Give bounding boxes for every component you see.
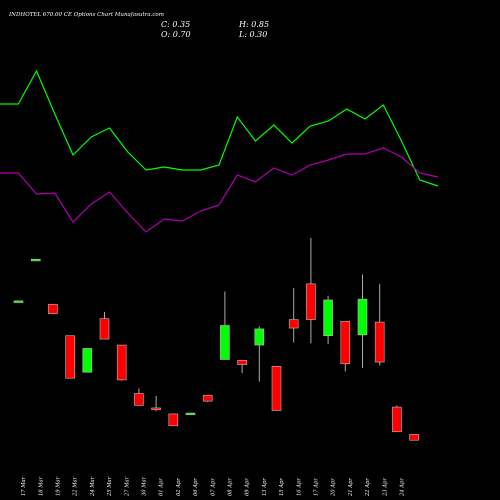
x-tick-label: 23 Apr bbox=[382, 478, 388, 497]
candle bbox=[271, 365, 282, 411]
candle bbox=[13, 300, 24, 303]
x-tick-label: 08 Apr bbox=[228, 478, 234, 496]
x-tick-label: 30 Mar bbox=[142, 476, 148, 496]
candle-body bbox=[254, 328, 265, 346]
high-value: H: 0.85 bbox=[238, 20, 269, 29]
open-value: O: 0.70 bbox=[161, 30, 191, 39]
upper-indicator-line bbox=[0, 69, 439, 187]
low-value: L: 0.30 bbox=[238, 30, 267, 39]
x-tick-label: 25 Mar bbox=[107, 476, 113, 497]
candle bbox=[306, 237, 316, 344]
candle bbox=[202, 394, 213, 402]
candle bbox=[134, 388, 144, 406]
candle-body bbox=[30, 258, 41, 262]
x-tick-label: 02 Apr bbox=[176, 478, 182, 496]
candle-body bbox=[340, 320, 351, 365]
candle bbox=[254, 326, 265, 382]
close-value: C: 0.35 bbox=[161, 20, 190, 29]
candle bbox=[65, 335, 75, 379]
candle bbox=[116, 344, 127, 381]
x-tick-label: 20 Apr bbox=[331, 478, 337, 497]
x-tick-label: 18 Mar bbox=[38, 476, 44, 496]
candle-body bbox=[392, 406, 402, 433]
indicator-lines bbox=[0, 69, 439, 233]
candle-body bbox=[99, 318, 110, 340]
candle bbox=[220, 291, 230, 360]
candle-body bbox=[202, 394, 213, 402]
candle-body bbox=[13, 300, 24, 303]
candle-body bbox=[271, 365, 282, 411]
candle bbox=[288, 288, 299, 343]
x-tick-label: 24 Mar bbox=[90, 476, 96, 497]
x-tick-label: 17 Apr bbox=[314, 478, 320, 496]
candle-body bbox=[168, 413, 179, 427]
candle-body bbox=[288, 319, 299, 329]
x-tick-label: 17 Mar bbox=[21, 476, 27, 496]
candle bbox=[99, 311, 110, 340]
x-tick-label: 01 Apr bbox=[159, 478, 165, 496]
lower-indicator-line bbox=[0, 147, 439, 233]
candle-body bbox=[134, 393, 144, 406]
x-tick-label: 22 Mar bbox=[73, 476, 79, 497]
x-tick-label: 07 Apr bbox=[210, 478, 216, 496]
candle-body bbox=[82, 348, 93, 373]
candles bbox=[13, 237, 419, 441]
candle-body bbox=[323, 299, 333, 337]
x-tick-label: 15 Apr bbox=[279, 478, 285, 496]
candle-body bbox=[185, 412, 196, 415]
x-tick-label: 13 Apr bbox=[262, 478, 268, 496]
candle bbox=[151, 396, 161, 412]
candle-body bbox=[357, 298, 368, 336]
candle bbox=[30, 258, 41, 262]
candle bbox=[374, 283, 385, 366]
candle-body bbox=[237, 360, 247, 365]
candle bbox=[357, 274, 368, 368]
candle bbox=[323, 295, 333, 345]
candle-body bbox=[48, 303, 58, 314]
x-tick-label: 24 Apr bbox=[400, 478, 406, 497]
candle-body bbox=[116, 344, 127, 381]
x-tick-label: 09 Apr bbox=[245, 478, 251, 496]
candle bbox=[48, 303, 58, 314]
x-tick-label: 06 Apr bbox=[193, 478, 199, 496]
candle-body bbox=[306, 283, 316, 320]
x-tick-label: 27 Mar bbox=[124, 476, 130, 497]
candle-body bbox=[409, 433, 419, 441]
chart-title: INDHOTEL 670.00 CE Options Chart Munafas… bbox=[8, 12, 164, 18]
x-tick-label: 22 Apr bbox=[365, 478, 371, 497]
x-tick-label: 21 Apr bbox=[348, 478, 354, 497]
candle bbox=[185, 412, 196, 415]
candle bbox=[168, 413, 179, 427]
candle-body bbox=[220, 325, 230, 360]
candle bbox=[82, 348, 93, 373]
candle bbox=[409, 433, 419, 441]
candle-body bbox=[65, 335, 75, 379]
candle-body bbox=[374, 321, 385, 363]
candle-body bbox=[151, 407, 161, 410]
candle bbox=[392, 405, 402, 433]
x-tick-label: 16 Apr bbox=[296, 478, 302, 496]
x-tick-label: 19 Mar bbox=[56, 476, 62, 496]
candle bbox=[340, 320, 351, 372]
x-axis-ticks: 17 Mar 18 Mar 19 Mar 22 Mar 24 Mar 25 Mar 27 M… bbox=[21, 476, 405, 497]
candle bbox=[237, 360, 247, 374]
